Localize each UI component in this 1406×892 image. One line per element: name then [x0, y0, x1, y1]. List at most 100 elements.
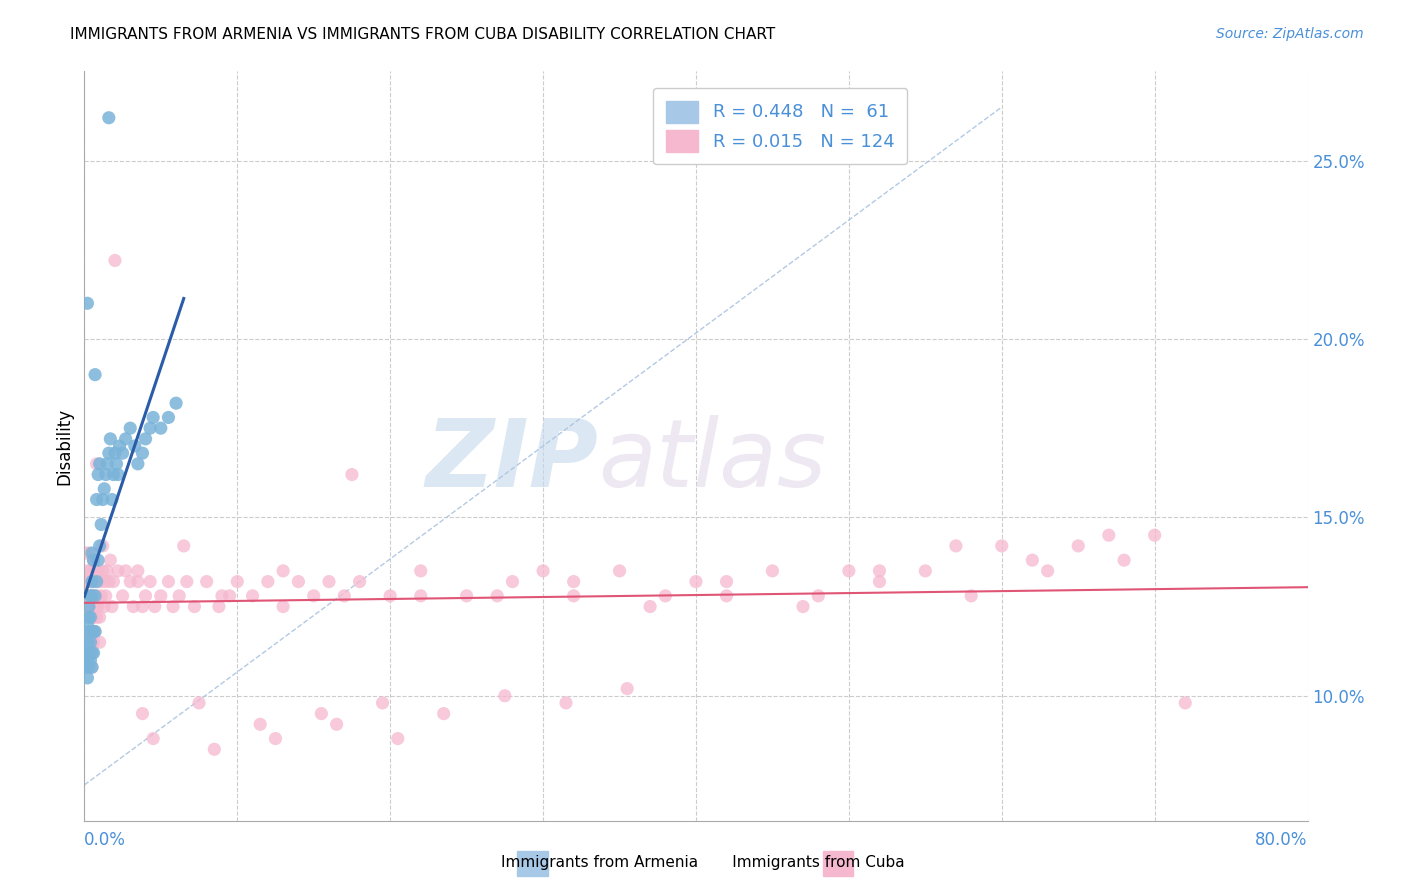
- Point: [562, 574, 585, 589]
- Point: [77, 546, 100, 560]
- Point: [945, 539, 967, 553]
- Text: atlas: atlas: [598, 416, 827, 507]
- Point: [77, 599, 100, 614]
- Point: [1143, 528, 1166, 542]
- Point: [90, 517, 112, 532]
- Point: [77, 660, 100, 674]
- Point: [609, 564, 631, 578]
- Point: [387, 731, 409, 746]
- Point: [685, 574, 707, 589]
- Text: ZIP: ZIP: [425, 415, 598, 507]
- Point: [139, 421, 162, 435]
- Point: [555, 696, 578, 710]
- Point: [80, 624, 103, 639]
- Point: [75, 646, 97, 660]
- Point: [131, 446, 153, 460]
- Point: [333, 589, 356, 603]
- Point: [761, 564, 783, 578]
- Point: [103, 467, 125, 482]
- Point: [79, 589, 101, 603]
- Point: [83, 646, 105, 660]
- Point: [77, 610, 100, 624]
- Point: [287, 574, 309, 589]
- Point: [83, 635, 105, 649]
- Point: [271, 564, 294, 578]
- Point: [93, 482, 115, 496]
- Point: [638, 599, 661, 614]
- Point: [89, 539, 111, 553]
- Point: [84, 624, 107, 639]
- Point: [486, 589, 509, 603]
- Text: Source: ZipAtlas.com: Source: ZipAtlas.com: [1216, 27, 1364, 41]
- Point: [409, 589, 432, 603]
- Point: [380, 589, 402, 603]
- Point: [142, 731, 165, 746]
- Point: [87, 564, 110, 578]
- Point: [127, 564, 149, 578]
- Point: [75, 589, 97, 603]
- Point: [76, 564, 98, 578]
- Point: [76, 653, 98, 667]
- Point: [76, 589, 98, 603]
- Point: [1067, 539, 1090, 553]
- Point: [86, 574, 108, 589]
- Point: [208, 599, 231, 614]
- Point: [409, 564, 432, 578]
- Point: [135, 432, 157, 446]
- Point: [80, 546, 103, 560]
- Point: [838, 564, 860, 578]
- Point: [76, 671, 98, 685]
- Point: [80, 660, 103, 674]
- Point: [104, 446, 127, 460]
- Point: [77, 624, 100, 639]
- Point: [371, 696, 394, 710]
- Point: [167, 589, 190, 603]
- Point: [869, 564, 891, 578]
- Point: [340, 467, 363, 482]
- Text: Immigrants from Armenia       Immigrants from Cuba: Immigrants from Armenia Immigrants from …: [501, 855, 905, 870]
- Point: [114, 564, 136, 578]
- Point: [111, 589, 134, 603]
- Point: [311, 706, 333, 721]
- Point: [75, 660, 97, 674]
- Point: [79, 610, 101, 624]
- Point: [86, 589, 108, 603]
- Point: [142, 410, 165, 425]
- Point: [502, 574, 524, 589]
- Point: [120, 421, 142, 435]
- Point: [89, 574, 111, 589]
- Point: [86, 492, 108, 507]
- Point: [80, 646, 103, 660]
- Point: [104, 253, 127, 268]
- Point: [562, 589, 585, 603]
- Point: [87, 467, 110, 482]
- Point: [176, 574, 198, 589]
- Point: [325, 717, 347, 731]
- Point: [127, 574, 149, 589]
- Point: [79, 653, 101, 667]
- Point: [127, 457, 149, 471]
- Point: [249, 717, 271, 731]
- Point: [960, 589, 983, 603]
- Point: [302, 589, 325, 603]
- Point: [1098, 528, 1121, 542]
- Point: [202, 742, 225, 756]
- Point: [122, 599, 145, 614]
- Point: [108, 439, 131, 453]
- Point: [135, 589, 157, 603]
- Bar: [823, 851, 853, 876]
- Point: [90, 589, 112, 603]
- Point: [77, 599, 100, 614]
- Point: [494, 689, 516, 703]
- Point: [97, 574, 120, 589]
- Point: [79, 564, 101, 578]
- Point: [101, 599, 124, 614]
- Point: [76, 296, 98, 310]
- Point: [792, 599, 814, 614]
- Point: [173, 539, 195, 553]
- Point: [349, 574, 371, 589]
- Point: [83, 589, 105, 603]
- Point: [79, 646, 101, 660]
- Point: [86, 610, 108, 624]
- Point: [124, 439, 146, 453]
